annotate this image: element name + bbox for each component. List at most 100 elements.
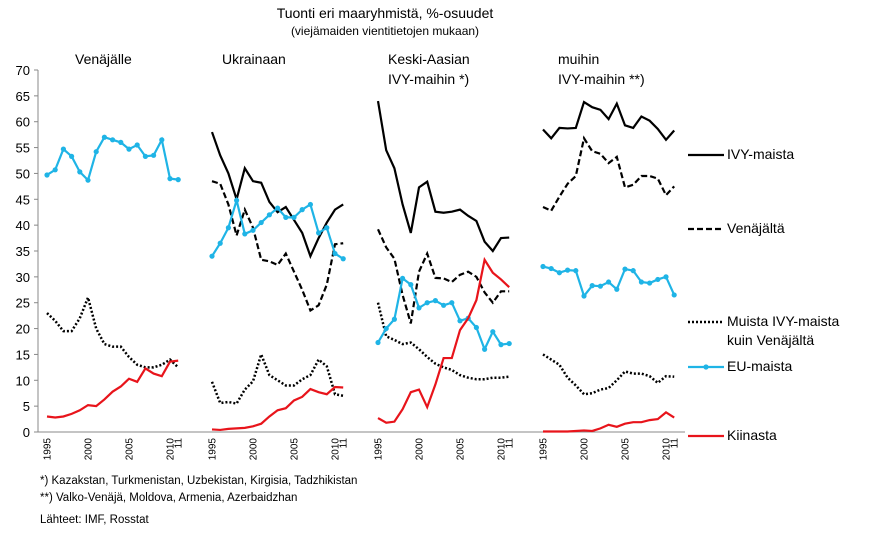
series-marker <box>490 329 496 335</box>
series-marker <box>556 270 563 276</box>
series-marker <box>242 231 248 237</box>
panel-title: muihin <box>558 51 599 67</box>
footnote: **) Valko-Venäjä, Moldova, Armenia, Azer… <box>40 492 298 504</box>
series-marker <box>175 177 181 183</box>
series-marker <box>52 167 58 173</box>
series-line <box>46 359 179 419</box>
panel-title: IVY-maihin **) <box>558 71 645 87</box>
series-marker <box>589 283 595 289</box>
series-marker <box>565 267 571 273</box>
y-tick-label: 0 <box>23 425 30 440</box>
series-line <box>210 131 344 260</box>
series-marker <box>234 197 240 203</box>
series-marker <box>151 152 157 158</box>
series-marker <box>375 339 381 346</box>
y-tick-label: 20 <box>16 322 30 337</box>
x-tick-label: 2010 <box>497 438 508 461</box>
y-tick-label: 10 <box>16 373 30 388</box>
series-marker <box>291 214 297 220</box>
x-tick-label: 11 <box>174 438 185 449</box>
y-tick-label: 50 <box>16 166 30 181</box>
series-marker <box>506 340 512 347</box>
series-marker <box>630 268 636 274</box>
series-marker <box>482 346 488 352</box>
series-marker <box>647 280 653 286</box>
panel-title: Keski-Aasian <box>388 51 470 67</box>
x-tick-label: 1995 <box>43 438 54 461</box>
legend-marker <box>703 364 709 370</box>
series-marker <box>159 137 165 143</box>
series-marker <box>266 212 272 218</box>
y-tick-label: 5 <box>23 399 30 414</box>
series-line <box>376 228 510 324</box>
legend-label: Kiinasta <box>727 427 777 443</box>
legend-label: IVY-maista <box>727 146 795 162</box>
series-marker <box>93 149 99 155</box>
series-marker <box>655 276 661 283</box>
series-line <box>46 135 179 183</box>
series-marker <box>69 153 75 159</box>
series-line <box>542 353 675 396</box>
series-marker <box>622 266 628 272</box>
series-line <box>542 100 676 142</box>
series-marker <box>597 283 604 289</box>
series-line <box>46 293 180 369</box>
series-marker <box>573 268 579 274</box>
y-tick-label: 30 <box>16 270 30 285</box>
x-tick-label: 2005 <box>125 438 136 461</box>
series-marker <box>663 274 669 280</box>
series-line <box>211 385 344 432</box>
series-marker <box>449 300 455 306</box>
legend-label: EU-maista <box>727 358 793 374</box>
x-tick-label: 2005 <box>456 438 467 461</box>
series-marker <box>457 318 463 324</box>
series-marker <box>408 282 414 288</box>
series-marker <box>250 227 256 233</box>
x-tick-label: 1995 <box>539 438 550 461</box>
series-marker <box>424 300 430 306</box>
series-marker <box>101 134 107 140</box>
panel-title: Venäjälle <box>75 51 132 67</box>
y-tick-label: 60 <box>16 115 30 130</box>
series-marker <box>581 293 587 299</box>
y-tick-label: 55 <box>16 141 30 156</box>
series-marker <box>283 214 289 220</box>
x-tick-label: 1995 <box>374 438 385 461</box>
chart-subtitle: (viejämaiden vientitietojen mukaan) <box>291 24 479 38</box>
series-marker <box>324 225 330 231</box>
series-marker <box>332 250 338 257</box>
series-marker <box>110 137 116 143</box>
series-marker <box>299 207 305 213</box>
x-tick-label: 11 <box>339 438 350 449</box>
x-tick-label: 1995 <box>208 438 219 461</box>
series-marker <box>167 176 173 182</box>
series-line <box>543 410 675 433</box>
x-tick-label: 2010 <box>166 438 177 461</box>
series-marker <box>307 201 313 208</box>
series-line <box>376 302 510 381</box>
x-tick-label: 2005 <box>290 438 301 461</box>
series-marker <box>85 177 91 183</box>
footnote: *) Kazakstan, Turkmenistan, Uzbekistan, … <box>40 475 358 487</box>
x-tick-label: 2000 <box>580 438 591 461</box>
y-tick-label: 45 <box>16 192 30 207</box>
series-line <box>211 180 344 313</box>
y-tick-label: 35 <box>16 244 30 259</box>
series-line <box>376 100 510 253</box>
panel-title: Ukrainaan <box>222 51 286 67</box>
x-tick-label: 11 <box>505 438 516 449</box>
series-marker <box>316 230 322 236</box>
series-marker <box>416 305 422 311</box>
series-marker <box>400 275 406 282</box>
series-marker <box>473 324 479 331</box>
series-marker <box>142 153 148 159</box>
series-marker <box>548 265 554 272</box>
y-tick-label: 40 <box>16 218 30 233</box>
series-marker <box>77 169 83 175</box>
series-marker <box>340 256 346 262</box>
y-tick-label: 70 <box>16 63 30 78</box>
x-tick-label: 2000 <box>415 438 426 461</box>
series-marker <box>383 325 389 332</box>
series-marker <box>638 279 645 285</box>
